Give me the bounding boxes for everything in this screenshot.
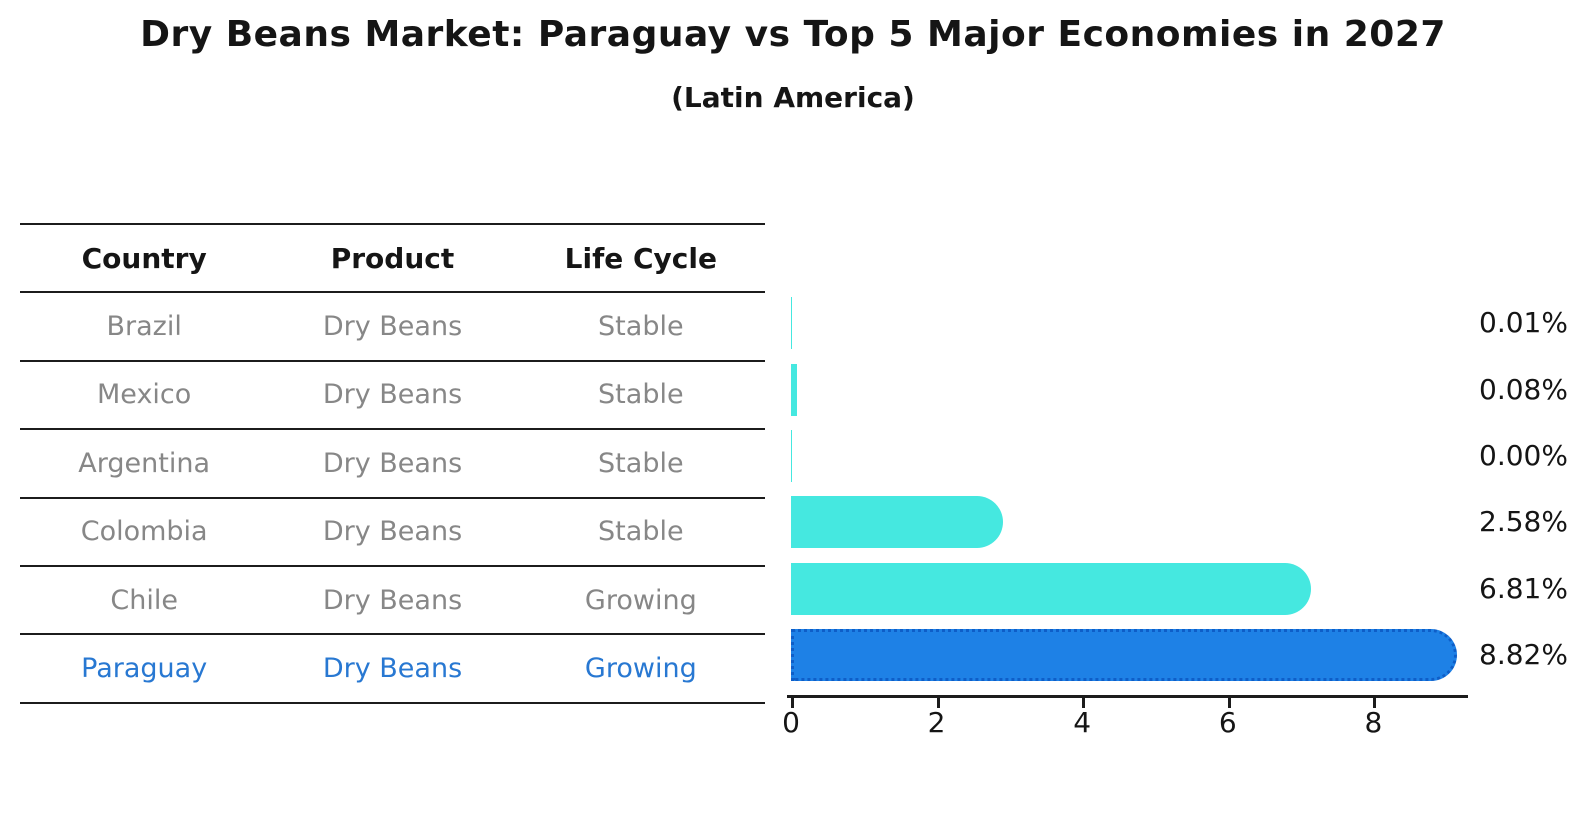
value-label-mexico: 0.08% (1479, 372, 1568, 406)
x-tick-0 (791, 696, 794, 708)
cell-country: Brazil (106, 311, 182, 343)
x-tick-label-2: 2 (927, 706, 946, 739)
country-table: Country Product Life Cycle Brazil Dry Bea… (20, 223, 765, 704)
cell-product: Dry Beans (322, 311, 463, 343)
cell-country: Colombia (80, 516, 208, 548)
bar-argentina (791, 430, 793, 482)
chart-title: Dry Beans Market: Paraguay vs Top 5 Majo… (140, 14, 1446, 55)
table-row-argentina: Argentina Dry Beans Stable (20, 430, 765, 499)
cell-country: Paraguay (81, 653, 208, 685)
cell-country: Argentina (78, 447, 211, 479)
cell-product: Dry Beans (322, 379, 463, 411)
x-tick-6 (1227, 696, 1231, 708)
cell-product: Dry Beans (322, 447, 463, 479)
cell-product: Dry Beans (322, 584, 463, 616)
value-label-paraguay: 8.82% (1479, 638, 1568, 672)
value-label-colombia: 2.58% (1479, 505, 1568, 539)
table-row-mexico: Mexico Dry Beans Stable (20, 362, 765, 431)
x-tick-label-8: 8 (1364, 706, 1383, 739)
cell-country: Chile (110, 584, 178, 616)
cell-life-cycle: Stable (598, 311, 684, 343)
cell-life-cycle: Growing (584, 584, 697, 616)
x-tick-label-4: 4 (1073, 706, 1092, 739)
cell-life-cycle: Growing (584, 653, 697, 685)
table-row-colombia: Colombia Dry Beans Stable (20, 499, 765, 567)
column-header-product: Product (330, 241, 455, 275)
cell-life-cycle: Stable (598, 516, 684, 548)
table-row-brazil: Brazil Dry Beans Stable (20, 293, 765, 362)
value-label-argentina: 0.00% (1479, 439, 1568, 472)
value-label-chile: 6.81% (1479, 571, 1568, 605)
column-header-life-cycle: Life Cycle (564, 241, 717, 275)
cell-product: Dry Beans (322, 653, 463, 685)
x-tick-label-6: 6 (1218, 706, 1237, 739)
x-tick-label-0: 0 (782, 706, 800, 739)
table-body: Brazil Dry Beans Stable Mexico Dry Beans Stab… (20, 293, 765, 704)
table-row-chile: Chile Dry Beans Growing (20, 567, 765, 636)
x-tick-4 (1082, 696, 1086, 708)
x-axis-line (787, 695, 1468, 698)
column-header-country: Country (81, 241, 207, 275)
chart-subtitle: (Latin America) (671, 81, 915, 114)
bar-paraguay (791, 629, 1458, 682)
bar-brazil (791, 297, 793, 350)
cell-life-cycle: Stable (598, 447, 684, 479)
bar-mexico (791, 363, 797, 416)
table-header-row: Country Product Life Cycle (20, 225, 765, 294)
bar-chile (791, 562, 1311, 615)
value-label-brazil: 0.01% (1479, 306, 1568, 340)
x-tick-2 (936, 696, 940, 708)
cell-life-cycle: Stable (598, 379, 684, 411)
table-row-paraguay: Paraguay Dry Beans Growing (20, 635, 765, 704)
bar-colombia (791, 496, 1003, 549)
x-tick-8 (1373, 696, 1377, 708)
cell-product: Dry Beans (322, 516, 463, 548)
cell-country: Mexico (97, 379, 192, 411)
